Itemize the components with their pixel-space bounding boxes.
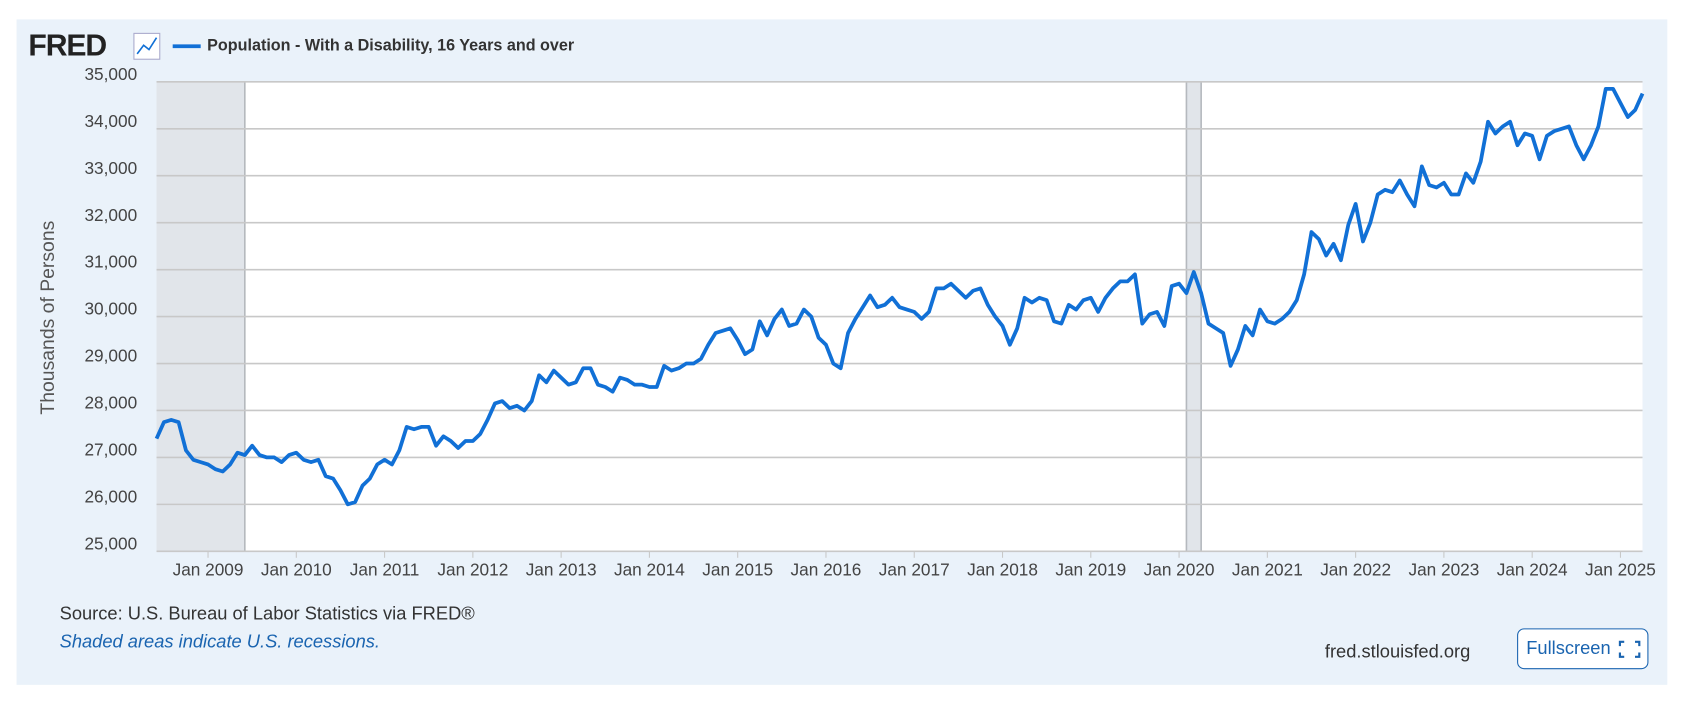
y-tick-label: 26,000 [84, 486, 137, 506]
y-tick-label: 32,000 [84, 205, 137, 225]
y-tick-label: 31,000 [84, 252, 137, 272]
x-tick-label: Jan 2009 [173, 559, 244, 579]
x-tick-label: Jan 2013 [526, 559, 597, 579]
legend-label: Population - With a Disability, 16 Years… [207, 37, 575, 55]
logo-icon-line [136, 37, 158, 55]
fullscreen-label[interactable]: Fullscreen [1526, 637, 1610, 658]
x-tick-label: Jan 2019 [1055, 559, 1126, 579]
x-tick-label: Jan 2014 [614, 559, 685, 579]
y-tick-label: 29,000 [84, 346, 137, 366]
note: Shaded areas indicate U.S. recessions. [60, 631, 380, 652]
x-tick-label: Jan 2022 [1320, 559, 1391, 579]
y-tick-label: 30,000 [84, 299, 137, 319]
x-tick-label: Jan 2017 [879, 559, 950, 579]
x-tick-label: Jan 2018 [967, 559, 1038, 579]
plot: 25,000 26,000 27,000 28,000 29,000 30,000 31,0… [84, 64, 1655, 579]
x-tick-label: Jan 2011 [350, 559, 420, 579]
logo: FRED [28, 29, 106, 62]
y-tick-label: 35,000 [84, 64, 137, 84]
logo-icon [133, 32, 161, 60]
site: fred.stlouisfed.org [1325, 640, 1470, 661]
x-tick-label: Jan 2023 [1408, 559, 1479, 579]
y-tick-label: 28,000 [84, 393, 137, 413]
y-tick-label: 34,000 [84, 111, 137, 131]
x-tick-label: Jan 2012 [437, 559, 508, 579]
series-line [154, 86, 1645, 507]
x-tick-label: Jan 2016 [791, 559, 862, 579]
x-tick-label: Jan 2021 [1232, 559, 1303, 579]
y-tick-label: 25,000 [84, 533, 137, 553]
fullscreen-button[interactable] [1517, 628, 1649, 670]
y-axis-label: Thousands of Persons [37, 221, 59, 415]
fullscreen-icon[interactable] [1618, 640, 1641, 658]
y-tick-label: 33,000 [84, 158, 137, 178]
x-tick-label: Jan 2024 [1497, 559, 1568, 579]
x-tick-label: Jan 2010 [261, 559, 332, 579]
source: Source: U.S. Bureau of Labor Statistics … [60, 603, 476, 624]
y-tick-label: 27,000 [84, 440, 137, 460]
x-tick-label: Jan 2025 [1585, 559, 1656, 579]
x-tick-label: Jan 2020 [1144, 559, 1215, 579]
x-tick-label: Jan 2015 [702, 559, 773, 579]
